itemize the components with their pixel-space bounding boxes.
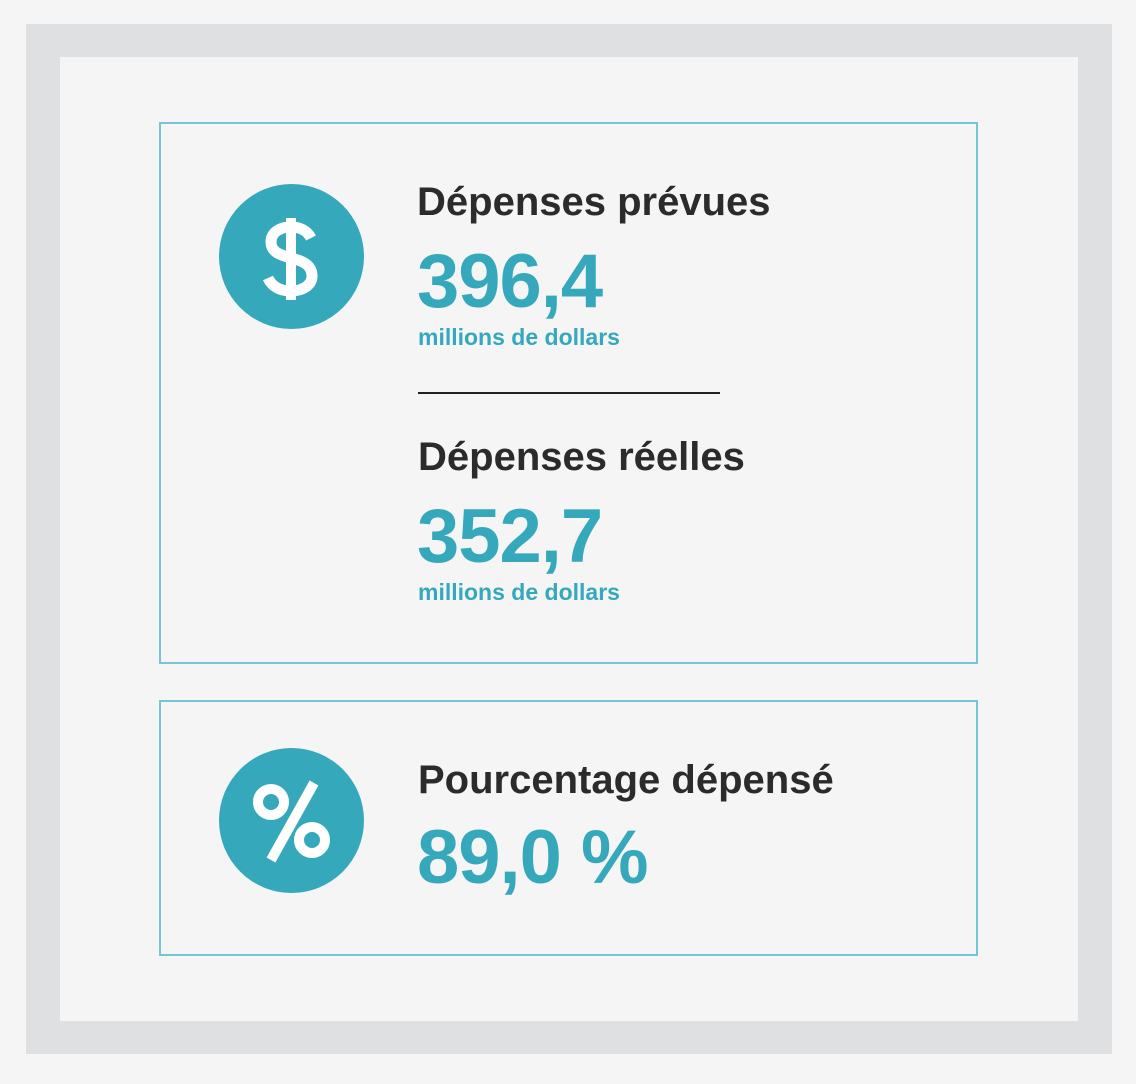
percent-spent-value: 89,0 %	[417, 815, 649, 900]
percent-spent-label: Pourcentage dépensé	[418, 758, 834, 802]
actual-spending-unit: millions de dollars	[418, 579, 620, 605]
planned-spending-value: 396,4	[417, 239, 603, 324]
actual-spending-value: 352,7	[417, 494, 603, 579]
spending-card	[159, 122, 978, 664]
planned-spending-label: Dépenses prévues	[417, 180, 771, 224]
divider	[418, 392, 720, 394]
planned-spending-unit: millions de dollars	[418, 324, 620, 350]
actual-spending-label: Dépenses réelles	[418, 435, 745, 479]
percentage-card	[159, 700, 978, 956]
percent-icon	[219, 748, 364, 893]
dollar-icon	[219, 184, 364, 329]
